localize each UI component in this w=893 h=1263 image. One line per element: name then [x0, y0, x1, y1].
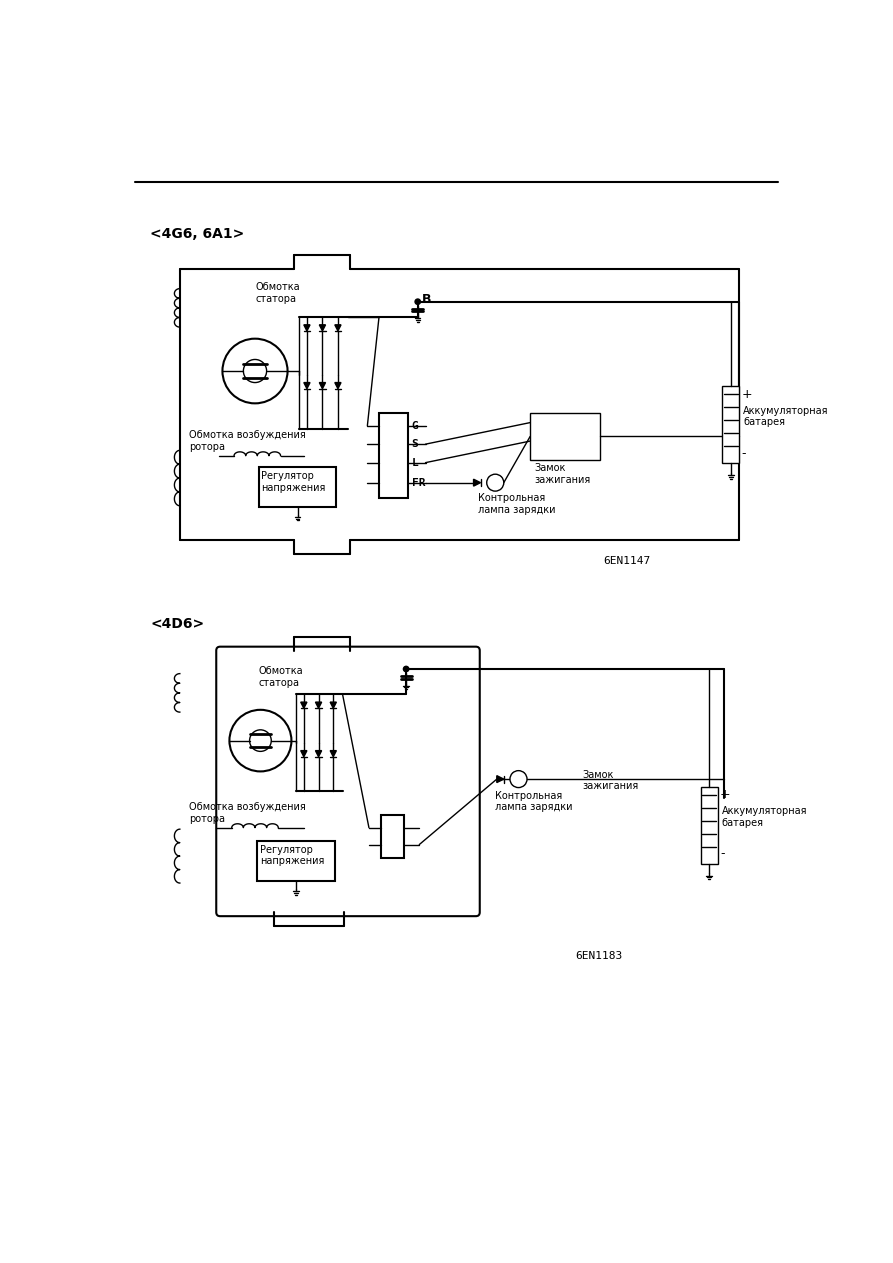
Polygon shape — [315, 750, 321, 757]
Text: +: + — [742, 388, 752, 400]
Circle shape — [230, 710, 291, 772]
Text: Обмотка
статора: Обмотка статора — [259, 666, 304, 687]
Text: G: G — [412, 421, 418, 431]
Text: -: - — [742, 447, 747, 460]
Text: Контрольная
лампа зарядки: Контрольная лампа зарядки — [496, 791, 572, 812]
Text: Регулятор
напряжения: Регулятор напряжения — [260, 845, 324, 866]
Text: L: L — [412, 457, 418, 467]
Polygon shape — [315, 702, 321, 709]
Text: Аккумуляторная
батарея: Аккумуляторная батарея — [743, 405, 829, 427]
Polygon shape — [497, 775, 504, 783]
Text: Замок
зажигания: Замок зажигания — [534, 464, 590, 485]
Polygon shape — [304, 383, 310, 389]
Text: Аккумуляторная
батарея: Аккумуляторная батарея — [722, 806, 807, 827]
Polygon shape — [320, 383, 326, 389]
Polygon shape — [335, 325, 341, 331]
Text: FR: FR — [412, 477, 425, 488]
Bar — [380, 816, 404, 858]
Text: Контрольная
лампа зарядки: Контрольная лампа зарядки — [478, 494, 555, 515]
Text: 6EN1183: 6EN1183 — [575, 951, 622, 961]
Circle shape — [222, 338, 288, 403]
Bar — [530, 413, 600, 460]
Text: Обмотка возбуждения
ротора: Обмотка возбуждения ротора — [189, 431, 306, 452]
Bar — [379, 413, 408, 498]
Text: <4G6, 6A1>: <4G6, 6A1> — [150, 227, 245, 241]
Circle shape — [404, 667, 409, 672]
Bar — [722, 386, 739, 464]
Bar — [259, 467, 337, 508]
Polygon shape — [473, 479, 480, 486]
Circle shape — [249, 730, 271, 751]
Polygon shape — [330, 702, 337, 709]
Text: <4D6>: <4D6> — [150, 618, 204, 632]
Text: S: S — [412, 440, 418, 450]
Text: Замок
зажигания: Замок зажигания — [583, 770, 639, 792]
Text: Регулятор
напряжения: Регулятор напряжения — [261, 471, 326, 493]
Text: Обмотка
статора: Обмотка статора — [255, 283, 300, 304]
Polygon shape — [320, 325, 326, 331]
Text: -: - — [720, 847, 724, 860]
Polygon shape — [301, 750, 307, 757]
Text: B: B — [421, 293, 431, 306]
Bar — [257, 841, 335, 880]
Circle shape — [244, 360, 267, 383]
Circle shape — [415, 299, 421, 304]
Text: +: + — [720, 788, 730, 801]
Text: Обмотка возбуждения
ротора: Обмотка возбуждения ротора — [189, 802, 306, 823]
Polygon shape — [335, 383, 341, 389]
Bar — [701, 787, 718, 864]
Text: 6EN1147: 6EN1147 — [604, 556, 651, 566]
Circle shape — [510, 770, 527, 788]
Polygon shape — [301, 702, 307, 709]
Polygon shape — [330, 750, 337, 757]
Polygon shape — [304, 325, 310, 331]
Circle shape — [487, 474, 504, 491]
